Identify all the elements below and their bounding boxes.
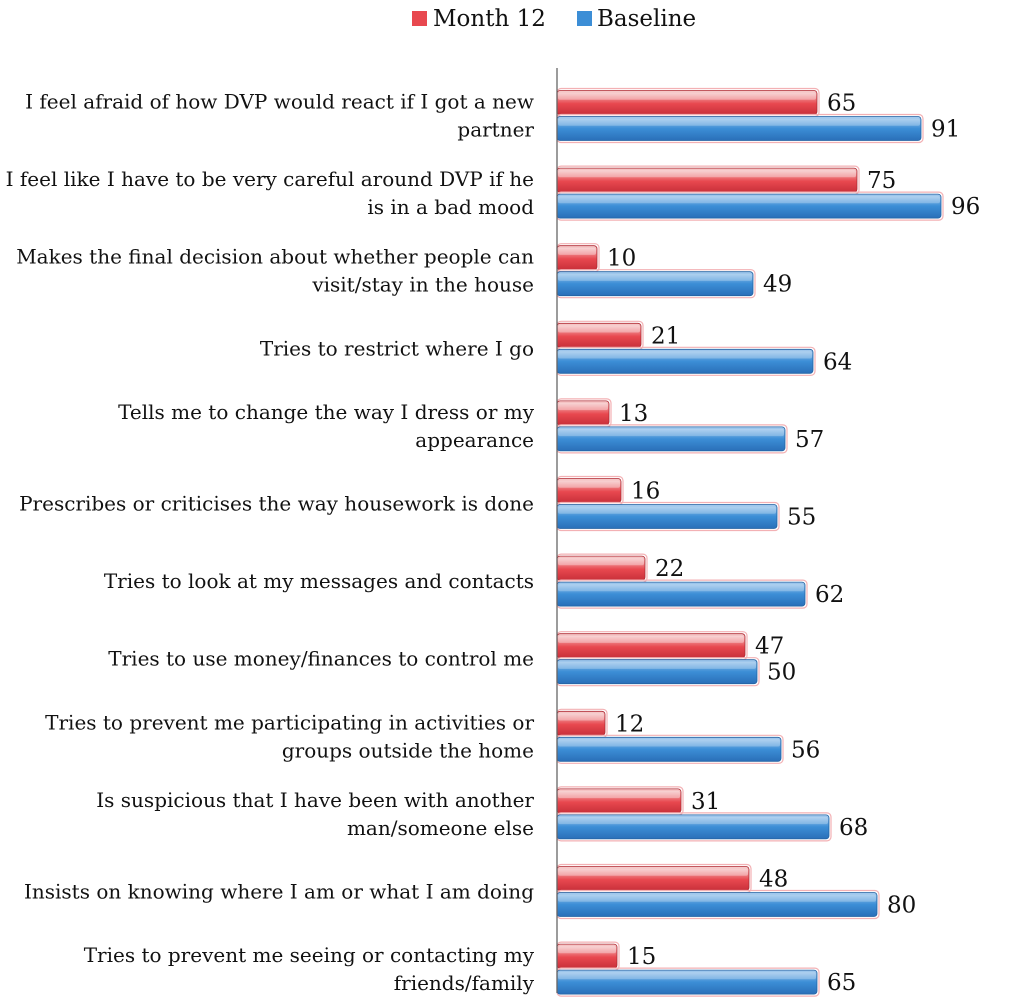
bar [556,424,788,454]
bar [556,657,760,687]
legend-label-1: Baseline [597,6,696,32]
bar [556,553,648,583]
data-label: 21 [651,323,680,349]
data-label: 12 [615,711,644,737]
category-label: Tries to look at my messages and contact… [104,569,534,593]
legend-swatch-1 [577,11,592,26]
data-label: 50 [767,660,796,686]
data-label: 10 [607,246,636,272]
category-label: Is suspicious that I have been with anot… [96,788,534,840]
bar [556,786,684,816]
bar [556,165,860,195]
bar [556,398,612,428]
bar [556,812,832,842]
bar [556,320,644,350]
data-label: 47 [755,634,784,660]
bar [556,941,620,971]
bar [556,269,756,299]
bar [556,243,600,273]
bar [556,889,880,920]
bar [556,579,808,609]
category-label: I feel afraid of how DVP would react if … [25,90,534,142]
category-label: Tries to use money/finances to control m… [108,647,534,671]
category-label: Makes the final decision about whether p… [16,245,534,297]
data-label: 64 [823,349,852,375]
bar [556,734,784,764]
legend-item-0: Month 12 [412,6,546,32]
bar [556,113,924,144]
bar [556,87,820,118]
data-label: 16 [631,479,660,505]
category-label: Tries to prevent me seeing or contacting… [84,943,535,995]
data-label: 75 [867,168,896,194]
data-label: 49 [763,272,792,298]
bar [556,475,624,506]
category-labels: I feel afraid of how DVP would react if … [6,90,535,996]
data-label: 91 [931,117,960,143]
data-label: 68 [839,815,868,841]
category-label: Insists on knowing where I am or what I … [24,880,534,904]
category-label: Tries to prevent me participating in act… [45,710,534,762]
bar [556,501,780,532]
category-label: Prescribes or criticises the way housewo… [19,492,534,516]
data-label: 80 [887,893,916,919]
data-label: 13 [619,401,648,427]
data-label: 96 [951,194,980,220]
data-label: 57 [795,427,824,453]
bars [556,87,944,997]
bar [556,191,944,221]
data-label: 48 [759,867,788,893]
category-label: I feel like I have to be very careful ar… [6,167,535,219]
bar [556,967,820,997]
data-label: 22 [655,556,684,582]
data-label: 55 [787,505,816,531]
legend-label-0: Month 12 [433,6,546,32]
legend-item-1: Baseline [577,6,696,32]
category-label: Tries to restrict where I go [260,336,534,360]
data-label: 31 [691,789,720,815]
bar [556,631,748,661]
category-label: Tells me to change the way I dress or my… [118,400,535,452]
data-label: 62 [815,582,844,608]
bar [556,708,608,738]
data-label: 56 [791,737,820,763]
bar [556,863,752,894]
data-label: 15 [627,944,656,970]
data-label: 65 [827,91,856,117]
legend: Month 12 Baseline [412,6,696,32]
data-label: 65 [827,970,856,996]
bar [556,346,816,376]
legend-swatch-0 [412,11,427,26]
